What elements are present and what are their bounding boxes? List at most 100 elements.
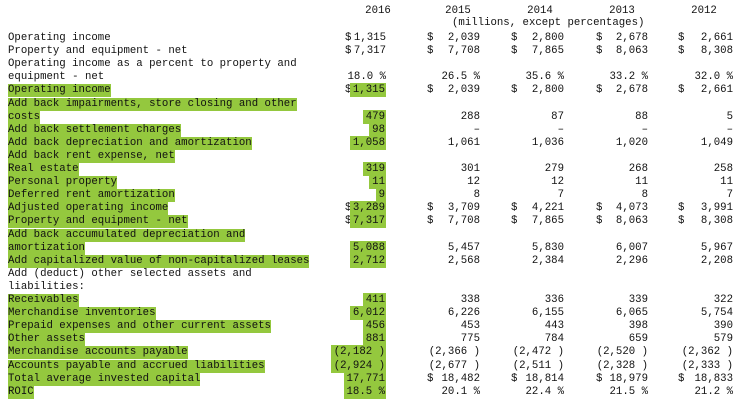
cell-value: 18,814 <box>525 372 564 385</box>
cell-value: 390 <box>713 320 733 333</box>
cell-value: 18,833 <box>694 372 733 385</box>
column-header: 2014 <box>527 5 553 17</box>
cell-value: 4,221 <box>531 202 564 215</box>
cell-value: 6,065 <box>615 307 648 320</box>
row-label: liabilities: <box>8 280 85 293</box>
cell-value: 5,754 <box>700 307 733 320</box>
cell-value: 7 <box>726 189 733 202</box>
column-header: 2012 <box>691 5 717 17</box>
cell-value: 2,661 <box>700 84 733 97</box>
currency-sign: $ <box>345 84 352 97</box>
row-label: amortization <box>8 241 85 255</box>
cell-value: 1,049 <box>700 136 733 149</box>
currency-sign: $ <box>596 202 603 215</box>
cell-value: 9 <box>326 188 386 203</box>
cell-value: 479 <box>326 109 386 124</box>
highlight: 1,315 <box>349 83 386 98</box>
currency-sign: $ <box>345 45 352 58</box>
cell-value: 881 <box>326 332 386 347</box>
highlight: 9 <box>375 188 386 203</box>
cell-value: 2,800 <box>531 84 564 97</box>
cell-value: 3,709 <box>447 202 480 215</box>
cell-value: 11 <box>326 175 386 190</box>
row-label: Add back impairments, store closing and … <box>8 97 297 111</box>
cell-value: 12 <box>467 176 480 189</box>
cell-value: (2,511 ) <box>512 359 564 372</box>
cell-value: (2,182 ) <box>326 345 386 360</box>
highlight: 17,771 <box>343 371 386 386</box>
cell-value: 6,155 <box>531 307 564 320</box>
cell-value: 7,708 <box>447 45 480 58</box>
currency-sign: $ <box>596 32 603 44</box>
highlight: 411 <box>362 293 386 307</box>
cell-value: 2,800 <box>531 32 564 44</box>
row-label: Add (deduct) other selected assets and <box>8 267 252 280</box>
currency-sign: $ <box>427 372 434 385</box>
currency-sign: $ <box>596 215 603 228</box>
highlight: 2,712 <box>349 253 386 268</box>
cell-value: 7,317 <box>326 214 386 229</box>
cell-value: 579 <box>713 333 733 346</box>
cell-value: (2,472 ) <box>512 346 564 359</box>
cell-value: 17,771 <box>326 371 386 386</box>
cell-value: 2,712 <box>326 253 386 268</box>
cell-value: 7,708 <box>447 215 480 228</box>
cell-value: 2,039 <box>447 32 480 44</box>
column-header: 2015 <box>445 5 471 17</box>
cell-value: 1,058 <box>326 135 386 150</box>
row-label: Prepaid expenses and other current asset… <box>8 320 271 334</box>
row-label: Add back rent expense, net <box>8 149 175 163</box>
cell-value: 18,482 <box>441 372 480 385</box>
cell-value: 301 <box>460 163 480 175</box>
cell-value: 5,088 <box>326 240 386 255</box>
currency-sign: $ <box>511 45 518 58</box>
currency-sign: $ <box>678 215 685 228</box>
row-label: ROIC <box>8 385 34 399</box>
cell-value: 33.2 % <box>609 71 648 84</box>
row-label: Other assets <box>8 333 85 347</box>
currency-sign: $ <box>427 32 434 44</box>
highlight: 7,317 <box>349 214 386 229</box>
column-header: 2013 <box>609 5 635 17</box>
cell-value: 456 <box>326 319 386 334</box>
currency-sign: $ <box>678 202 685 215</box>
cell-value: 2,384 <box>531 254 564 267</box>
currency-sign: $ <box>678 372 685 385</box>
cell-value: 6,007 <box>615 241 648 254</box>
cell-value: (2,328 ) <box>596 359 648 372</box>
cell-value: 2,678 <box>615 84 648 97</box>
row-label: Operating income <box>8 32 111 44</box>
cell-value: 1,020 <box>615 136 648 149</box>
cell-value: 87 <box>551 110 564 123</box>
currency-sign: $ <box>678 45 685 58</box>
cell-value: 7,865 <box>531 215 564 228</box>
cell-value: 7 <box>557 189 564 202</box>
cell-value: – <box>473 123 480 136</box>
currency-sign: $ <box>678 32 685 44</box>
cell-value: 32.0 % <box>694 71 733 84</box>
currency-sign: $ <box>427 84 434 97</box>
cell-value: 2,208 <box>700 254 733 267</box>
currency-sign: $ <box>596 84 603 97</box>
cell-value: 443 <box>544 320 564 333</box>
cell-value: 338 <box>460 294 480 306</box>
cell-value: 8,308 <box>700 215 733 228</box>
currency-sign: $ <box>511 202 518 215</box>
cell-value: 1,315 <box>353 32 386 44</box>
cell-value: 20.1 % <box>441 385 480 398</box>
cell-value: 288 <box>460 110 480 123</box>
cell-value: (2,333 ) <box>681 359 733 372</box>
highlight: 98 <box>369 122 386 137</box>
cell-value: (2,520 ) <box>596 346 648 359</box>
highlight: 1,058 <box>349 135 386 150</box>
currency-sign: $ <box>511 32 518 44</box>
cell-value: 35.6 % <box>525 71 564 84</box>
cell-value: 258 <box>713 163 733 175</box>
currency-sign: $ <box>511 84 518 97</box>
cell-value: 12 <box>551 176 564 189</box>
cell-value: 339 <box>628 294 648 306</box>
highlight: 18.5 % <box>343 384 386 399</box>
cell-value: 3,991 <box>700 202 733 215</box>
row-label: Add back depreciation and amortization <box>8 136 252 150</box>
